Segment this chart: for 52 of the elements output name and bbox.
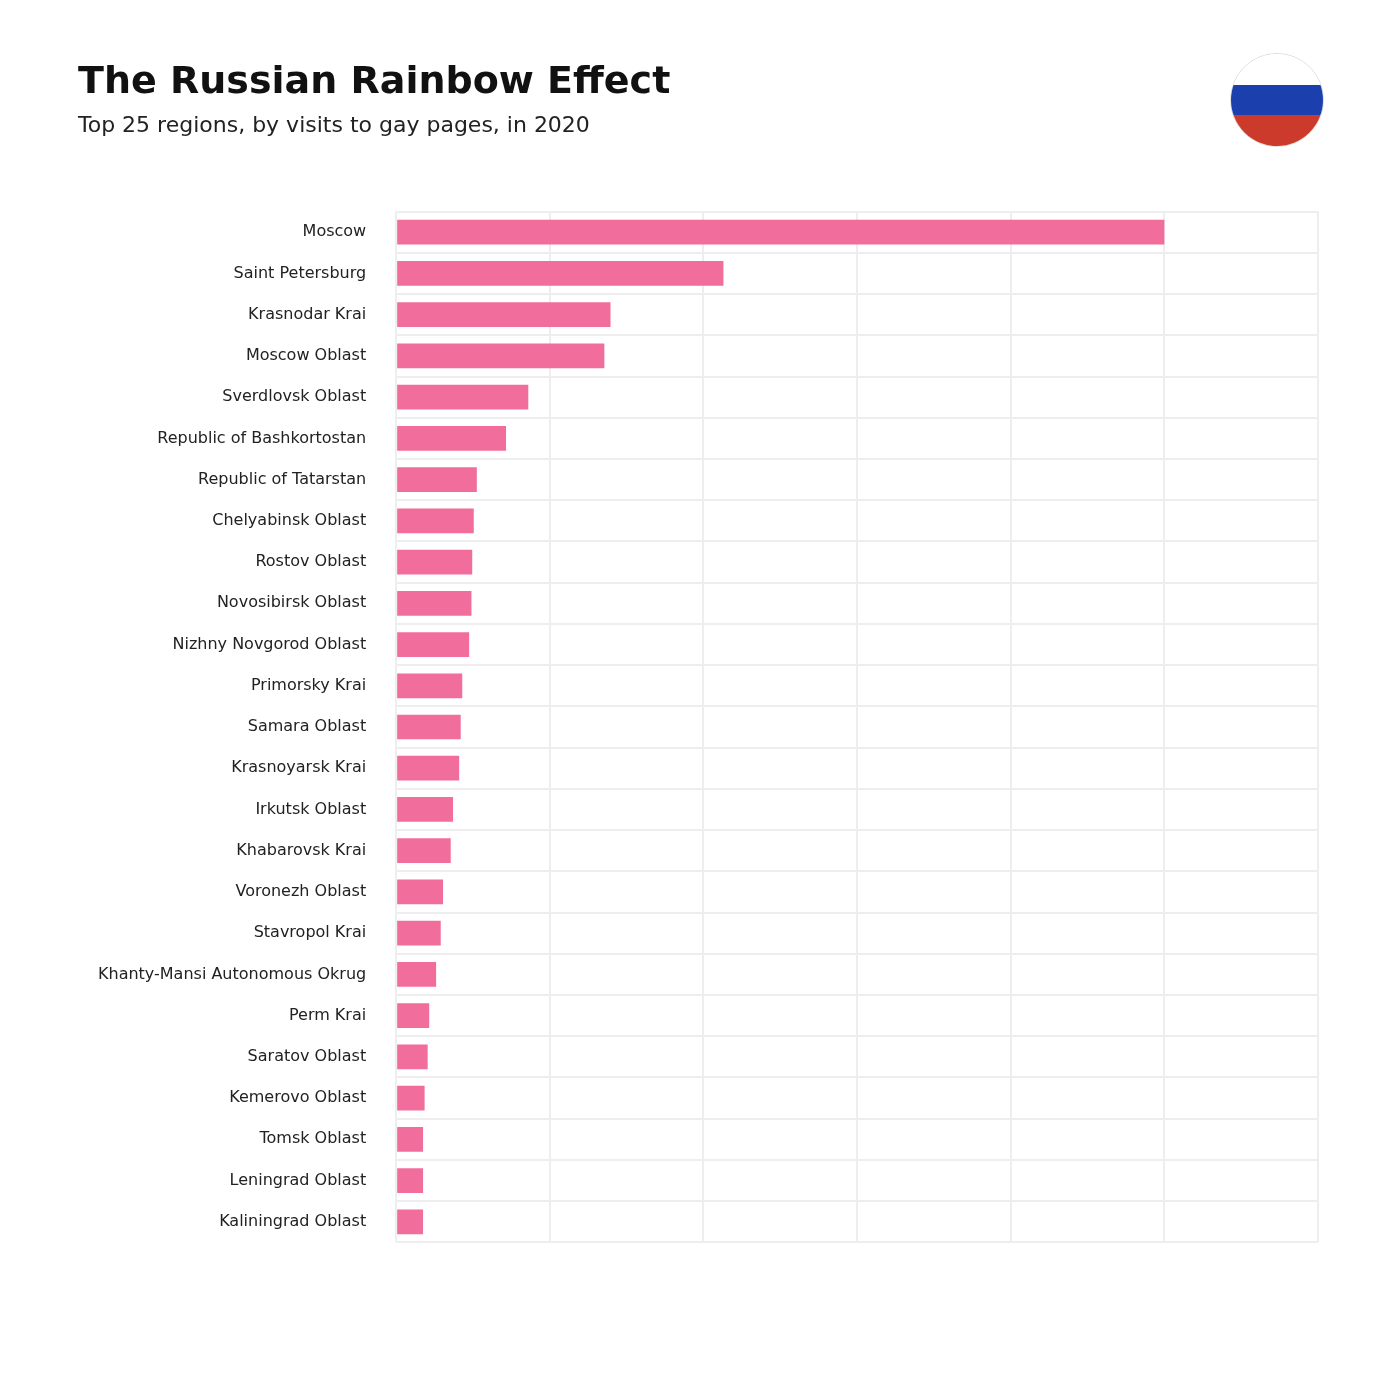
bar	[397, 384, 529, 410]
y-tick-label: Primorsky Krai	[250, 674, 367, 694]
y-tick-label: Krasnoyarsk Krai	[231, 757, 367, 777]
bar	[397, 261, 724, 286]
bar	[397, 1209, 424, 1235]
y-tick-label: Rostov Oblast	[255, 551, 367, 571]
bar	[397, 1126, 424, 1152]
y-tick-label: Irkutsk Oblast	[255, 798, 367, 818]
chart-subtitle: Top 25 regions, by visits to gay pages, in 2020	[78, 112, 591, 137]
y-tick-label: Tomsk Oblast	[258, 1128, 367, 1148]
y-tick-label: Moscow	[302, 221, 367, 241]
bar	[397, 1003, 430, 1028]
bar	[397, 508, 474, 534]
y-tick-label: Leningrad Oblast	[229, 1169, 367, 1189]
bar	[397, 879, 444, 905]
bar	[397, 962, 437, 987]
bar	[397, 426, 507, 451]
bar	[397, 1044, 428, 1070]
y-tick-label: Moscow Oblast	[245, 345, 367, 365]
y-tick-label: Khanty-Mansi Autonomous Okrug	[97, 963, 367, 983]
bar	[397, 920, 441, 946]
bar	[397, 549, 473, 575]
y-tick-label: Perm Krai	[288, 1004, 367, 1024]
bar	[397, 343, 605, 369]
bar	[397, 302, 611, 328]
y-tick-label: Kaliningrad Oblast	[219, 1210, 367, 1230]
bar	[397, 1085, 425, 1111]
bar	[397, 673, 463, 699]
bar	[397, 590, 472, 616]
bar	[397, 797, 454, 822]
bar	[397, 219, 1165, 245]
y-tick-label: Khabarovsk Krai	[236, 839, 367, 859]
y-tick-label: Samara Oblast	[247, 716, 367, 736]
y-tick-label: Saint Petersburg	[233, 262, 367, 282]
y-tick-label: Stavropol Krai	[253, 922, 367, 942]
y-tick-label: Sverdlovsk Oblast	[222, 386, 367, 406]
bar	[397, 838, 451, 864]
y-tick-label: Kemerovo Oblast	[229, 1087, 367, 1107]
y-tick-label: Novosibirsk Oblast	[216, 592, 367, 612]
y-tick-label: Chelyabinsk Oblast	[212, 510, 367, 529]
y-tick-label: Republic of Bashkortostan	[157, 427, 367, 447]
y-tick-label: Nizhny Novgorod Oblast	[172, 633, 367, 653]
bar	[397, 714, 461, 740]
chart-title: The Russian Rainbow Effect	[78, 58, 672, 102]
bar	[397, 467, 477, 492]
bar	[397, 1168, 424, 1193]
y-tick-label: Voronezh Oblast	[235, 881, 367, 901]
bar	[397, 632, 470, 657]
y-tick-label: Krasnodar Krai	[248, 303, 367, 323]
bar	[397, 755, 460, 781]
y-tick-label: Saratov Oblast	[247, 1046, 367, 1066]
y-tick-label: Republic of Tatarstan	[198, 468, 367, 488]
